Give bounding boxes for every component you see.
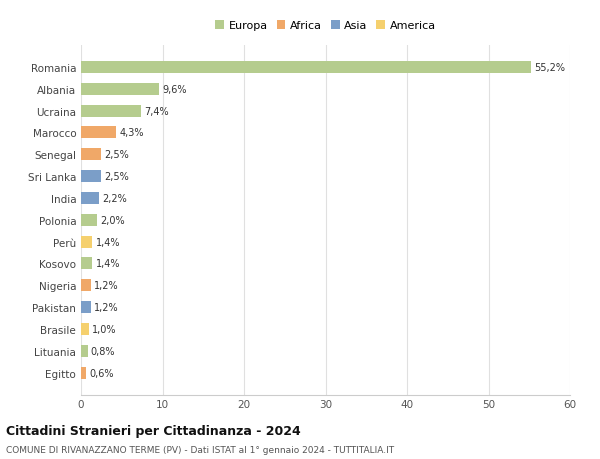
Text: 2,2%: 2,2% (102, 194, 127, 203)
Bar (81, 62, 531, 74)
Text: 9,6%: 9,6% (163, 84, 187, 95)
Text: 2,0%: 2,0% (101, 215, 125, 225)
Text: 0,6%: 0,6% (89, 368, 113, 378)
Bar (81, 367, 86, 379)
Legend: Europa, Africa, Asia, America: Europa, Africa, Asia, America (211, 17, 440, 35)
Bar (81, 302, 91, 313)
Text: 2,5%: 2,5% (104, 150, 130, 160)
Bar (81, 323, 89, 335)
Text: Cittadini Stranieri per Cittadinanza - 2024: Cittadini Stranieri per Cittadinanza - 2… (6, 425, 301, 437)
Text: 0,8%: 0,8% (91, 346, 115, 356)
Text: 4,3%: 4,3% (119, 128, 144, 138)
Text: 1,4%: 1,4% (95, 259, 120, 269)
Text: 1,2%: 1,2% (94, 281, 119, 291)
Bar (81, 345, 88, 357)
Bar (81, 258, 92, 270)
Bar (81, 280, 91, 292)
Text: 1,2%: 1,2% (94, 302, 119, 313)
Text: 1,4%: 1,4% (95, 237, 120, 247)
Bar (81, 214, 97, 226)
Text: 1,0%: 1,0% (92, 325, 117, 334)
Text: 7,4%: 7,4% (145, 106, 169, 116)
Bar (81, 127, 116, 139)
Bar (81, 236, 92, 248)
Bar (81, 149, 101, 161)
Bar (81, 192, 99, 205)
Bar (81, 84, 159, 95)
Text: 55,2%: 55,2% (534, 63, 565, 73)
Bar (81, 106, 142, 118)
Text: COMUNE DI RIVANAZZANO TERME (PV) - Dati ISTAT al 1° gennaio 2024 - TUTTITALIA.IT: COMUNE DI RIVANAZZANO TERME (PV) - Dati … (6, 445, 394, 454)
Text: 2,5%: 2,5% (104, 172, 130, 182)
Bar (81, 171, 101, 183)
